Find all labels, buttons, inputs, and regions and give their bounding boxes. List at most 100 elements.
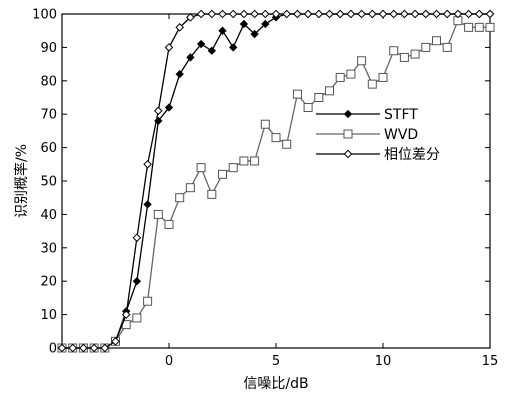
data-point — [293, 9, 302, 19]
data-point — [79, 343, 88, 353]
data-point — [111, 337, 120, 346]
x-tick-label: 15 — [482, 354, 499, 369]
y-tick-label: 90 — [40, 41, 57, 56]
data-point — [421, 42, 431, 52]
data-point — [442, 42, 452, 52]
data-point — [164, 219, 174, 229]
y-tick-label: 50 — [40, 175, 57, 190]
data-point — [410, 49, 420, 59]
data-point — [218, 26, 227, 35]
legend-label: 相位差分 — [384, 147, 440, 163]
legend: STFT WVD 相位差分 — [316, 107, 440, 163]
series-line — [62, 13, 490, 349]
data-point — [410, 9, 420, 19]
data-point — [271, 133, 281, 143]
legend-item-3: 相位差分 — [316, 147, 440, 163]
data-point — [132, 233, 142, 243]
data-point — [228, 9, 238, 19]
data-point — [260, 119, 270, 129]
data-point — [389, 46, 399, 56]
axis-ticks: 0 5 10 15 0 10 20 30 40 50 60 70 80 90 100 — [32, 8, 498, 370]
data-point — [207, 46, 216, 55]
legend-item-1: STFT — [316, 107, 418, 123]
legend-marker — [343, 129, 353, 139]
data-point — [378, 72, 388, 82]
data-point — [250, 29, 259, 39]
data-point — [57, 343, 67, 353]
legend-label: WVD — [384, 127, 418, 143]
data-point — [367, 9, 377, 19]
data-point — [282, 9, 292, 19]
data-point — [239, 9, 249, 19]
series-layer — [57, 9, 495, 353]
data-point — [432, 9, 441, 19]
data-point — [100, 343, 110, 353]
data-point — [175, 193, 185, 203]
y-tick-label: 60 — [40, 141, 57, 156]
data-point — [485, 22, 495, 32]
data-point — [453, 9, 463, 19]
data-point — [474, 9, 484, 19]
data-point — [464, 22, 474, 32]
x-tick-label: 10 — [375, 354, 392, 369]
data-point — [196, 163, 206, 173]
data-point — [314, 93, 324, 102]
data-point — [68, 343, 78, 353]
data-point — [282, 139, 292, 149]
data-point — [239, 19, 249, 29]
data-point — [271, 9, 281, 19]
data-point — [175, 23, 185, 32]
data-point — [303, 103, 313, 113]
legend-label: STFT — [384, 107, 418, 123]
series-line — [62, 19, 490, 349]
data-point — [335, 9, 345, 19]
data-point — [250, 156, 260, 166]
legend-marker — [343, 109, 353, 119]
data-point — [389, 9, 399, 19]
data-point — [335, 72, 345, 82]
data-point — [186, 13, 195, 22]
plot-frame — [61, 13, 491, 349]
data-point — [261, 19, 270, 29]
data-point — [442, 9, 452, 19]
data-point — [325, 9, 334, 19]
data-point — [400, 9, 409, 19]
y-tick-label: 40 — [40, 208, 57, 223]
data-point — [143, 159, 152, 169]
series-1 — [57, 9, 495, 353]
data-point — [346, 69, 356, 79]
data-point — [260, 9, 270, 19]
data-point — [218, 169, 227, 179]
y-tick-label: 10 — [40, 308, 57, 323]
data-point — [421, 9, 431, 19]
y-tick-label: 30 — [40, 241, 57, 256]
x-tick-label: 5 — [272, 354, 280, 369]
data-point — [153, 209, 163, 219]
data-point — [367, 79, 377, 89]
data-point — [164, 43, 174, 52]
data-point — [196, 39, 206, 49]
data-point — [239, 156, 249, 166]
data-point — [314, 9, 324, 19]
y-tick-label: 0 — [49, 342, 57, 357]
data-point — [229, 43, 238, 52]
data-point — [292, 89, 302, 99]
y-tick-label: 100 — [32, 8, 57, 23]
data-point — [196, 9, 206, 19]
data-point — [143, 200, 152, 209]
data-point — [485, 9, 495, 19]
x-axis-label: 信噪比/dB — [243, 376, 308, 392]
data-point — [464, 9, 473, 19]
data-point — [207, 9, 217, 19]
data-point — [378, 9, 388, 19]
x-tick-label: 0 — [165, 354, 173, 369]
data-point — [357, 56, 367, 66]
data-point — [207, 189, 217, 199]
y-tick-label: 80 — [40, 74, 57, 89]
data-point — [132, 277, 142, 286]
series-2 — [57, 16, 495, 353]
data-point — [186, 53, 195, 62]
data-point — [346, 9, 356, 19]
legend-item-2: WVD — [316, 127, 418, 143]
